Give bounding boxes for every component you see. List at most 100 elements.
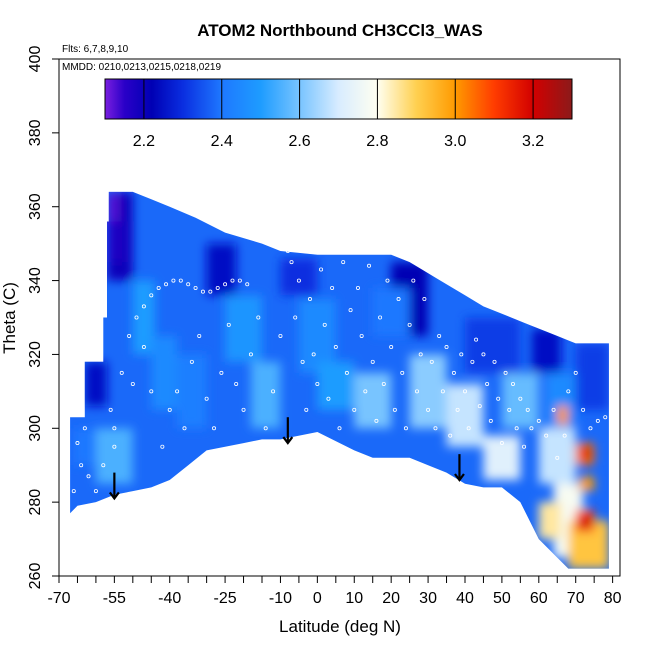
sample-point <box>112 444 117 449</box>
sample-point <box>470 359 475 364</box>
sample-point <box>337 426 342 431</box>
sample-point <box>226 322 231 327</box>
field-patch <box>575 343 609 410</box>
sample-point <box>522 444 527 449</box>
field-patch <box>579 448 591 458</box>
sample-point <box>418 352 423 357</box>
sample-point <box>422 297 427 302</box>
y-tick-label: 380 <box>27 119 44 146</box>
sample-point <box>101 463 106 468</box>
sample-point <box>451 370 456 375</box>
x-tick-label: 10 <box>345 590 363 607</box>
field-patch <box>464 317 521 373</box>
sample-point <box>333 345 338 350</box>
sample-point <box>455 407 460 412</box>
sample-point <box>241 407 246 412</box>
sample-point <box>219 370 224 375</box>
sample-point <box>488 418 493 423</box>
x-tick-label: 0 <box>313 590 322 607</box>
sample-points <box>71 249 608 494</box>
y-tick-label: 260 <box>27 563 44 590</box>
sample-point <box>437 333 442 338</box>
sample-point <box>444 345 449 350</box>
sample-point <box>481 352 486 357</box>
field-patch <box>446 383 484 447</box>
field-patch <box>298 299 336 373</box>
colorbar-tick-label: 3.0 <box>444 133 466 150</box>
sample-point <box>245 282 250 287</box>
y-tick-label: 280 <box>27 489 44 516</box>
field-patch <box>372 287 410 336</box>
sample-point <box>330 285 335 290</box>
sample-point <box>182 426 187 431</box>
sample-point <box>514 426 519 431</box>
field-patch <box>579 476 595 492</box>
colorbar-tick-label: 2.8 <box>366 133 388 150</box>
sample-point <box>271 389 276 394</box>
sample-point <box>536 418 541 423</box>
sample-point <box>171 278 176 283</box>
sample-point <box>175 389 180 394</box>
sample-point <box>130 381 135 386</box>
sample-point <box>167 407 172 412</box>
sample-point <box>204 396 209 401</box>
sample-point <box>477 404 482 409</box>
sample-point <box>355 285 360 290</box>
colorbar-tick-labels: 2.2 2.4 2.6 2.8 3.0 3.2 <box>133 133 545 150</box>
sample-point <box>307 297 312 302</box>
field-patch <box>579 516 591 528</box>
arrow-marker <box>282 417 294 445</box>
sample-point <box>378 315 383 320</box>
colorbar-gradient <box>104 78 573 120</box>
sample-point <box>348 308 353 313</box>
sample-point <box>566 389 571 394</box>
flights-label: Flts: 6,7,8,9,10 <box>62 44 129 55</box>
sample-point <box>319 267 324 272</box>
y-axis-label: Theta (C) <box>0 282 19 354</box>
sample-point <box>208 289 213 294</box>
sample-point <box>160 444 165 449</box>
sample-point <box>149 389 154 394</box>
sample-point <box>304 407 309 412</box>
x-tick-label: -25 <box>214 590 237 607</box>
sample-point <box>551 407 556 412</box>
x-axis: -70 -55 -40 -25 -10 0 10 20 30 40 50 60 70 80 <box>47 576 622 607</box>
y-tick-label: 400 <box>27 46 44 73</box>
y-tick-label: 300 <box>27 415 44 442</box>
sample-point <box>403 426 408 431</box>
sample-point <box>503 370 508 375</box>
sample-point <box>75 441 80 446</box>
sample-point <box>322 322 327 327</box>
sample-point <box>415 389 420 394</box>
sample-point <box>385 278 390 283</box>
y-tick-label: 320 <box>27 341 44 368</box>
sample-point <box>352 407 357 412</box>
sample-point <box>212 426 217 431</box>
sample-point <box>164 282 169 287</box>
sample-point <box>367 263 372 268</box>
sample-point <box>315 381 320 386</box>
sample-point <box>359 333 364 338</box>
dates-label: MMDD: 0210,0213,0215,0218,0219 <box>62 62 221 73</box>
field-patch <box>557 406 569 425</box>
sample-point <box>215 285 220 290</box>
sample-point <box>510 381 515 386</box>
y-axis: 260 280 300 320 340 360 380 400 <box>27 46 59 590</box>
sample-point <box>256 315 261 320</box>
sample-point <box>381 381 386 386</box>
sample-point <box>474 337 479 342</box>
x-axis-label: Latitude (deg N) <box>279 617 401 636</box>
sample-point <box>525 407 530 412</box>
sample-point <box>93 489 98 494</box>
x-tick-label: 50 <box>493 590 511 607</box>
sample-point <box>263 426 268 431</box>
sample-point <box>296 278 301 283</box>
colorbar: 2.2 2.4 2.6 2.8 3.0 3.2 <box>104 78 573 150</box>
sample-point <box>156 285 161 290</box>
sample-point <box>370 359 375 364</box>
x-tick-label: -10 <box>269 590 292 607</box>
sample-point <box>200 289 205 294</box>
sample-point <box>466 426 471 431</box>
field-patch <box>84 361 107 407</box>
